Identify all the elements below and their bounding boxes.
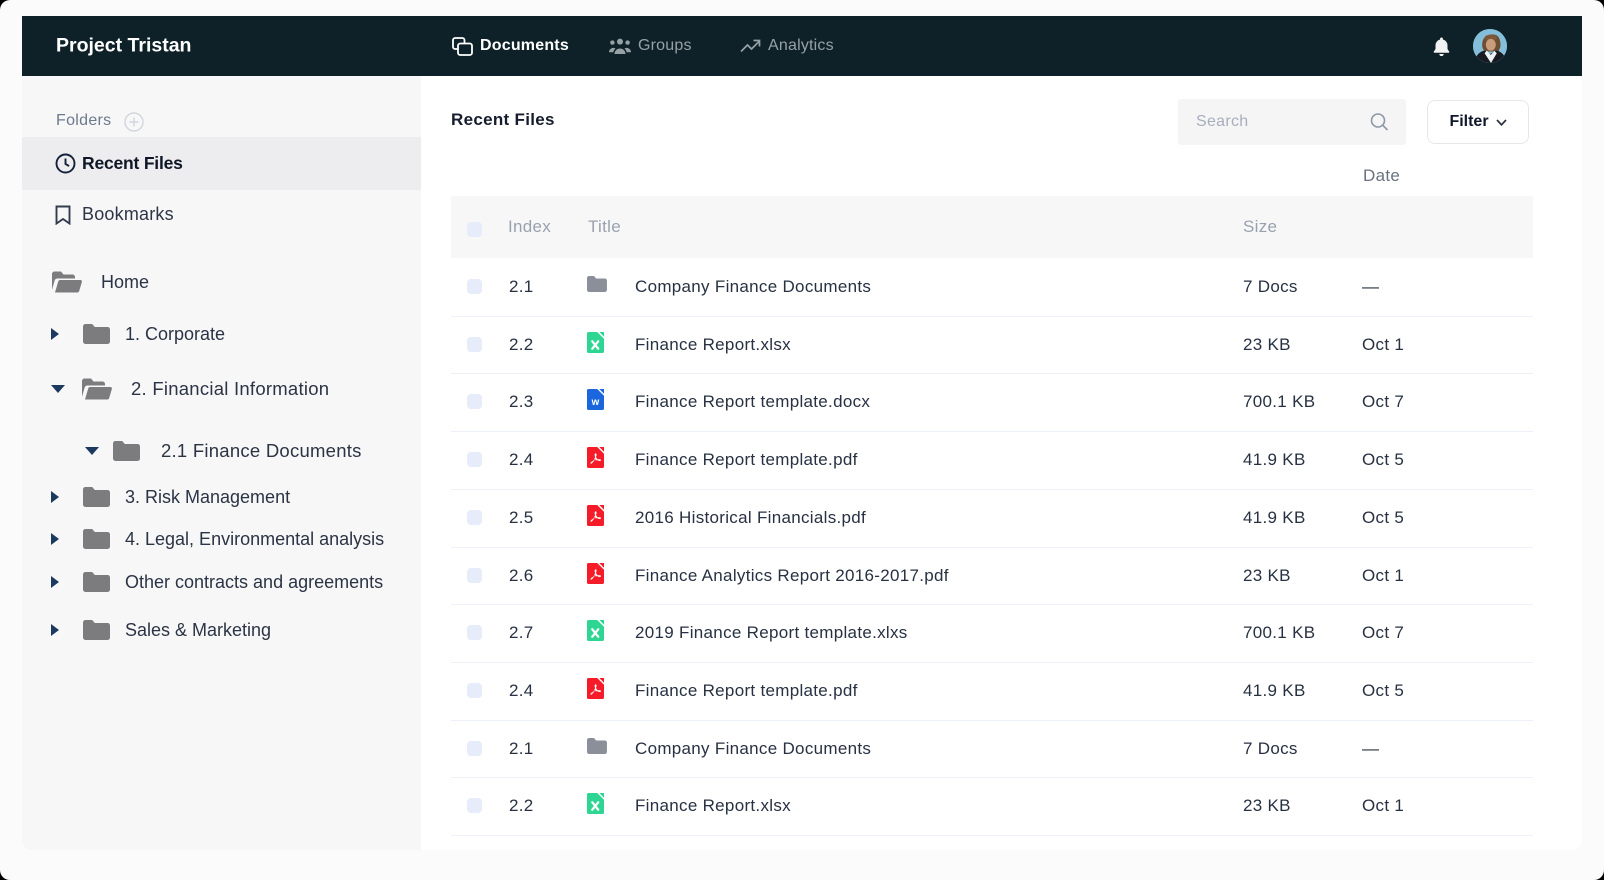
svg-text:w: w <box>591 398 600 409</box>
